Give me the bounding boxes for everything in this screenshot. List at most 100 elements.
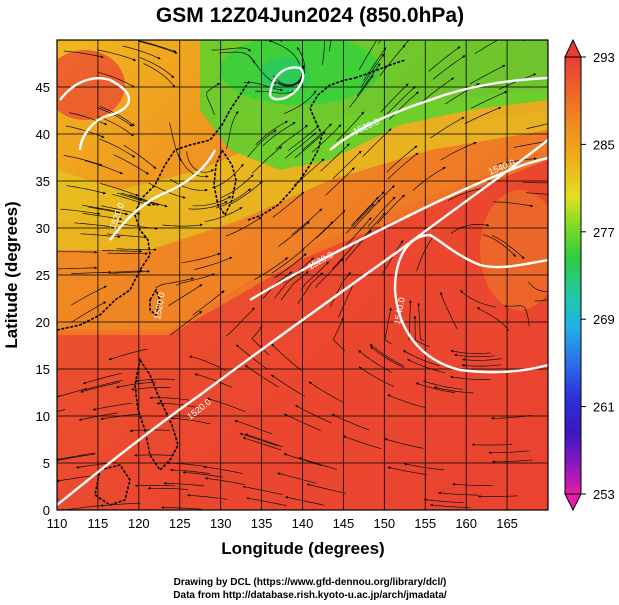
streamline — [493, 201, 534, 208]
streamline — [461, 358, 503, 362]
coast-kuril — [354, 59, 406, 79]
streamline — [57, 499, 59, 501]
streamline — [460, 290, 497, 308]
streamline — [255, 120, 288, 146]
colorbar-ticks: 293 285 277 269 261 253 — [581, 50, 615, 502]
contour-label-5: 1520.0 — [152, 291, 167, 320]
streamline — [278, 221, 310, 247]
streamline — [271, 374, 306, 397]
streamline — [161, 506, 202, 510]
streamline — [440, 141, 477, 161]
contour-1520-northwest — [59, 77, 131, 151]
streamline — [68, 112, 108, 126]
streamline — [367, 196, 396, 227]
x-tick-label: 115 — [88, 516, 109, 531]
streamline — [226, 110, 239, 149]
streamline — [242, 485, 283, 495]
streamline — [417, 302, 425, 342]
streamline — [131, 387, 172, 391]
streamline — [162, 223, 203, 227]
streamline — [379, 44, 406, 77]
streamline — [433, 386, 474, 394]
streamline — [277, 472, 317, 484]
streamline — [363, 47, 387, 81]
streamline — [471, 443, 513, 447]
streamline — [331, 239, 360, 270]
streamline — [280, 271, 309, 301]
streamline — [57, 453, 95, 462]
chart-title: GSM 12Z04Jun2024 (850.0hPa) — [156, 4, 464, 27]
streamline — [450, 223, 490, 234]
streamline — [287, 125, 320, 152]
streamline — [366, 185, 395, 215]
streamline — [215, 188, 251, 209]
x-tick-label: 155 — [414, 516, 436, 531]
contour-1520-north — [249, 156, 548, 302]
streamline — [370, 346, 405, 369]
streamline — [134, 484, 176, 488]
streamline — [192, 196, 232, 207]
streamline — [527, 281, 548, 293]
y-tick-label: 40 — [36, 127, 50, 142]
streamline — [229, 181, 263, 205]
streamline — [57, 388, 87, 398]
streamline — [83, 379, 123, 391]
contour-1540-east — [393, 233, 548, 374]
streamline — [220, 174, 254, 199]
streamline — [192, 290, 225, 316]
streamline — [202, 465, 243, 474]
streamline — [97, 71, 135, 88]
streamline — [450, 375, 491, 380]
streamline — [331, 413, 370, 431]
streamline — [360, 53, 385, 87]
streamline — [156, 401, 197, 408]
colorbar-scale — [564, 56, 582, 495]
streamline — [294, 131, 326, 159]
x-tick-label: 125 — [169, 516, 191, 531]
streamline — [137, 40, 177, 53]
streamline — [476, 307, 510, 332]
streamline — [412, 166, 446, 191]
streamline — [155, 277, 195, 289]
streamline — [251, 146, 283, 174]
x-tick-label: 110 — [47, 516, 68, 531]
contour-label-4: 1540.0 — [392, 296, 407, 325]
streamline — [329, 272, 351, 307]
colorbar-tick-label: 293 — [593, 50, 615, 65]
y-tick-label: 30 — [36, 221, 50, 236]
streamline — [384, 438, 424, 449]
streamline — [97, 49, 136, 61]
streamline — [147, 486, 189, 490]
credit-drawing: Drawing by DCL (https://www.gfd-dennou.o… — [174, 577, 447, 588]
streamline — [386, 86, 416, 115]
streamline — [298, 457, 337, 470]
streamline — [283, 453, 323, 467]
streamline — [301, 123, 332, 151]
streamline — [271, 343, 302, 371]
streamline — [274, 269, 303, 299]
contour-1520-trough — [109, 149, 217, 241]
wind-streamlines — [57, 40, 548, 510]
streamline — [254, 257, 288, 281]
streamline — [102, 269, 143, 273]
streamline — [243, 81, 283, 92]
y-tick-label: 10 — [36, 409, 50, 424]
colorbar-tick-label: 261 — [593, 400, 615, 415]
streamline — [57, 266, 98, 270]
streamline — [272, 248, 305, 274]
streamline — [60, 208, 101, 216]
coast-korea — [213, 148, 237, 217]
streamline — [129, 429, 170, 433]
streamline — [66, 185, 106, 195]
streamline — [63, 50, 104, 59]
streamline — [81, 204, 122, 214]
streamline — [169, 310, 203, 336]
streamline — [96, 107, 133, 127]
streamline — [63, 154, 103, 166]
streamline — [358, 366, 394, 387]
streamline — [204, 477, 245, 485]
streamline — [525, 192, 548, 195]
x-tick-label: 165 — [496, 516, 518, 531]
streamline — [100, 183, 139, 197]
colorbar-top-triangle — [564, 38, 582, 58]
